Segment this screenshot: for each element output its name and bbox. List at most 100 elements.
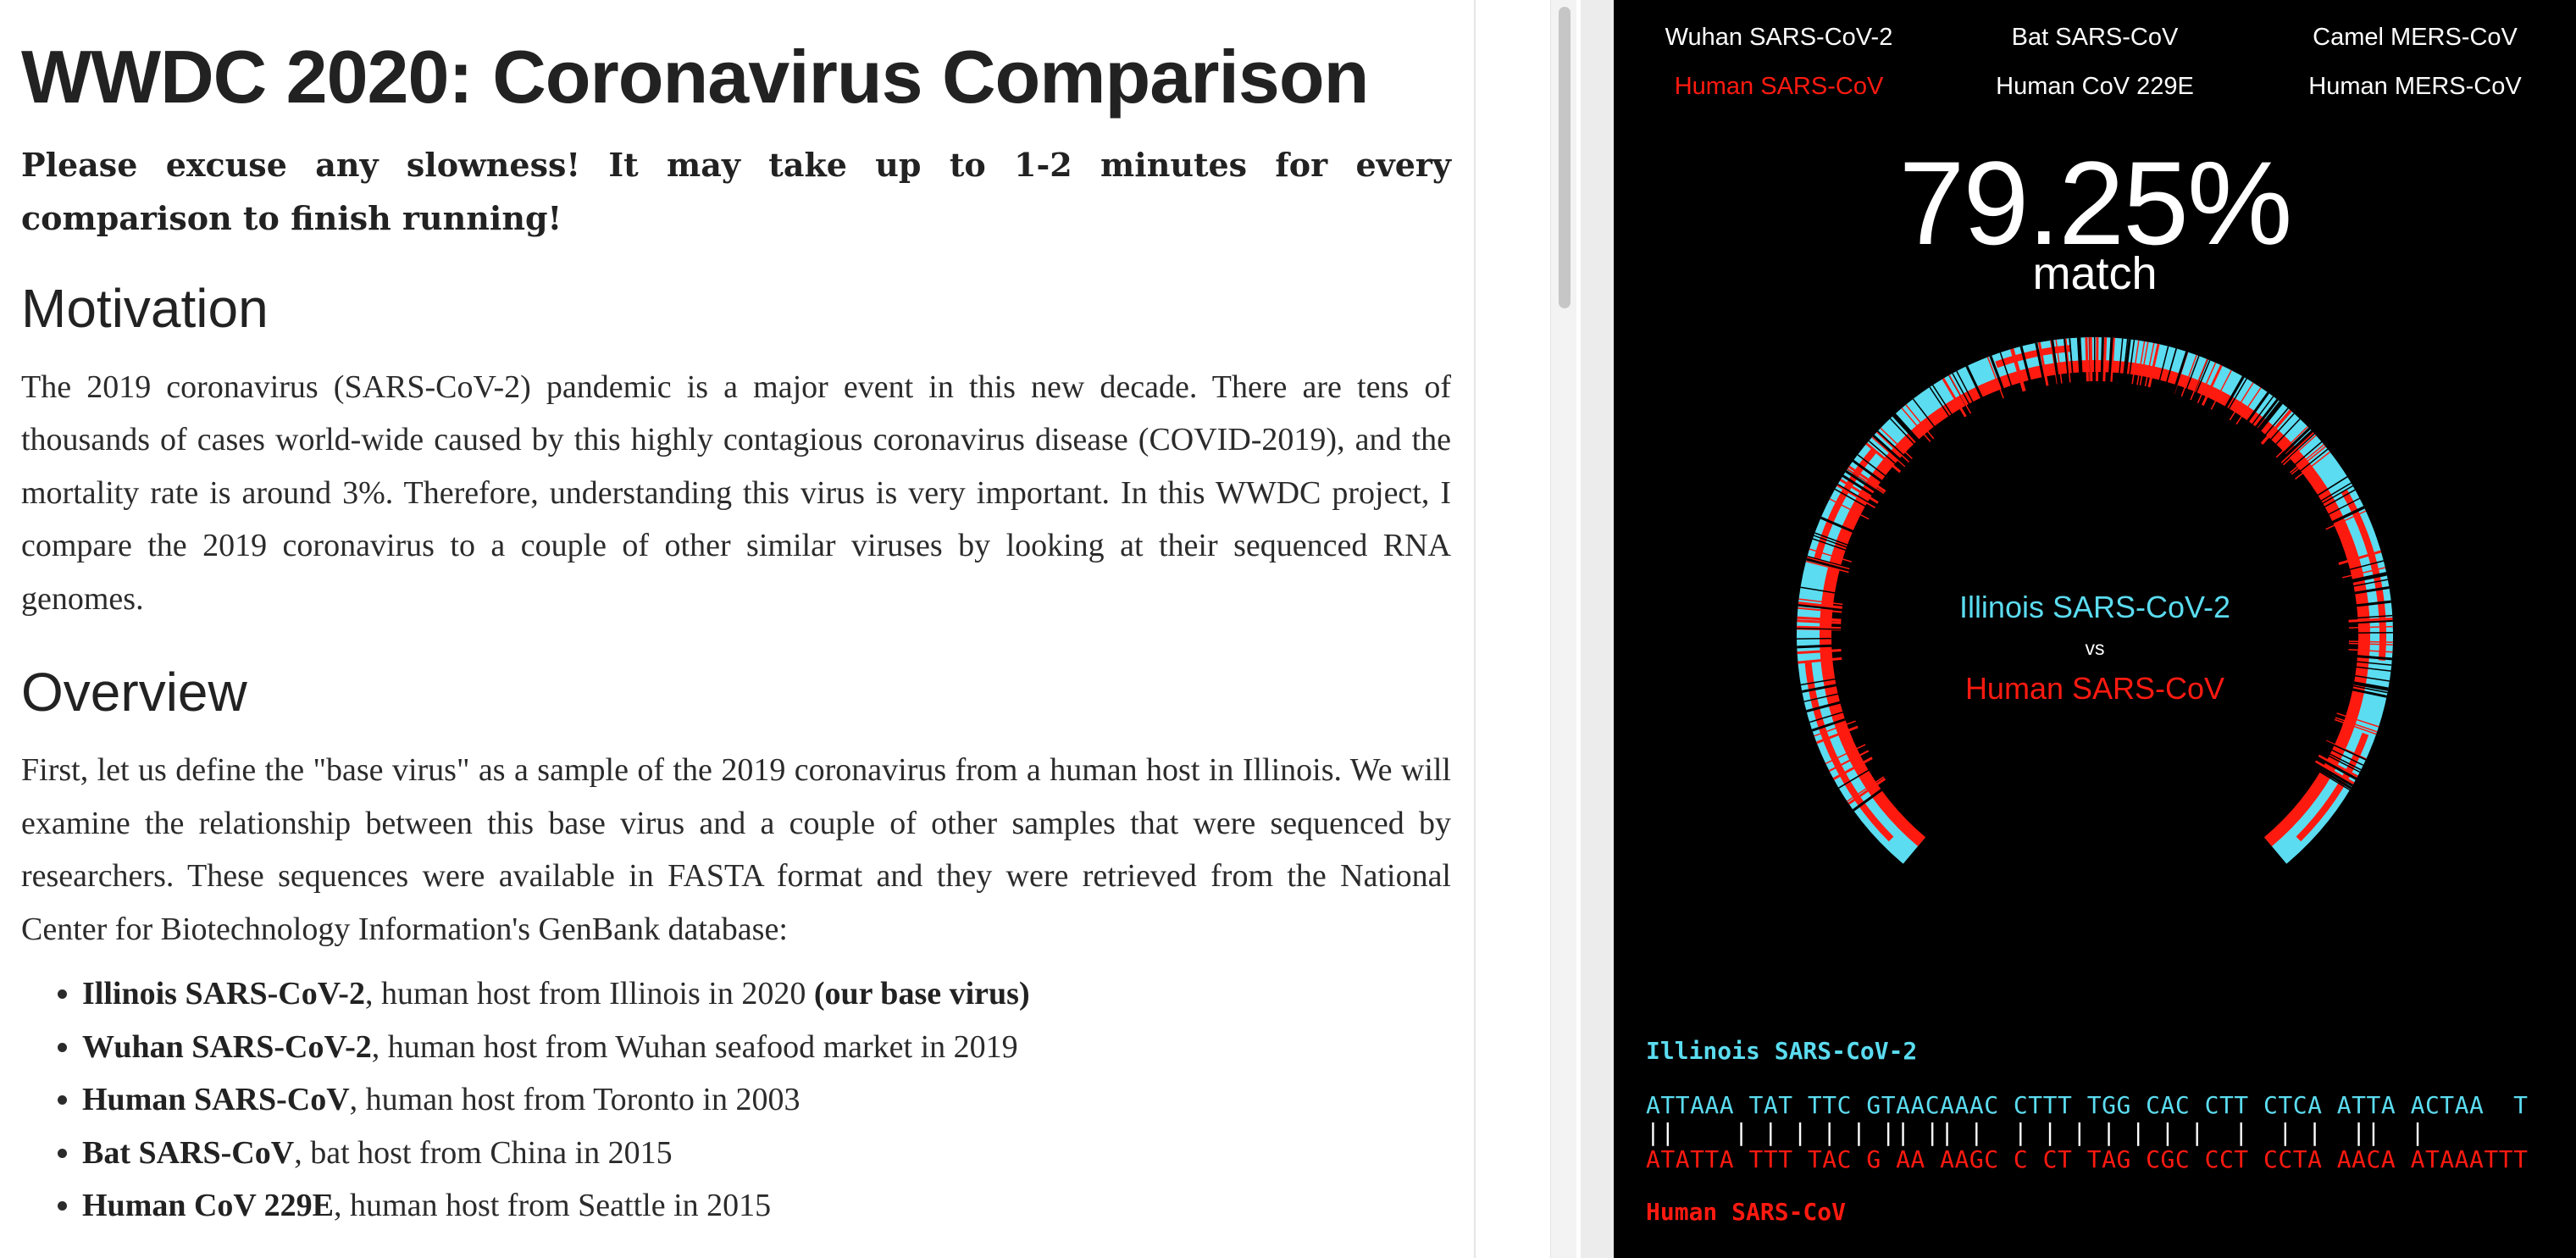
mismatch-tick	[2321, 749, 2362, 771]
mismatch-tick	[2346, 600, 2391, 608]
mismatch-tick	[2346, 673, 2390, 682]
option-bat-sars-cov[interactable]: Bat SARS-CoV	[2011, 24, 2179, 51]
mismatch-tick	[1829, 498, 1870, 520]
mismatch-tick	[1871, 436, 1906, 468]
option-wuhan-sars-cov-2[interactable]: Wuhan SARS-CoV-2	[1665, 24, 1893, 51]
mismatch-tick	[2325, 740, 2367, 761]
mismatch-tick	[2336, 712, 2379, 728]
mismatch-tick	[2180, 354, 2197, 397]
mismatch-tick	[2157, 346, 2169, 390]
mismatch-tick	[1905, 404, 1935, 440]
option-human-mers-cov[interactable]: Human MERS-CoV	[2308, 73, 2522, 100]
mismatch-tick	[2076, 337, 2082, 382]
motivation-heading: Motivation	[21, 278, 269, 340]
mismatch-tick	[2324, 507, 2365, 528]
mismatch-tick	[2295, 451, 2331, 480]
mismatch-tick	[2063, 338, 2069, 383]
mismatch-tick	[2325, 510, 2367, 530]
mismatch-tick	[2281, 433, 2315, 464]
mismatch-tick	[2052, 340, 2060, 385]
mismatch-tick	[1872, 435, 1908, 467]
mismatch-tick	[2348, 614, 2393, 619]
option-human-cov-229e[interactable]: Human CoV 229E	[1996, 73, 2194, 100]
mismatch-tick	[1845, 469, 1884, 497]
mismatch-tick	[2201, 364, 2223, 406]
mismatch-tick	[1806, 698, 1850, 713]
mismatch-tick	[1809, 708, 1853, 723]
mismatch-tick	[1876, 430, 1910, 463]
mismatch-tick	[1852, 459, 1890, 488]
mismatch-tick	[2139, 341, 2149, 385]
mismatch-tick	[2312, 764, 2352, 790]
mismatch-tick	[2276, 427, 2311, 460]
mismatch-tick	[1807, 557, 1850, 570]
mismatch-tick	[1847, 468, 1885, 495]
mismatch-tick	[2314, 485, 2353, 509]
virus-name: Wuhan SARS-CoV-2	[82, 1028, 372, 1065]
mismatch-tick	[2324, 506, 2365, 527]
mismatch-tick	[1893, 413, 1925, 448]
mismatch-tick	[1901, 407, 1931, 442]
mismatch-tick	[2136, 341, 2146, 385]
mismatch-tick	[1811, 715, 1854, 731]
option-camel-mers-cov[interactable]: Camel MERS-CoV	[2313, 24, 2518, 51]
mismatch-tick	[2190, 358, 2208, 401]
mismatch-tick	[2011, 348, 2026, 392]
mismatch-tick	[1857, 454, 1893, 482]
option-human-sars-cov-selected[interactable]: Human SARS-CoV	[1674, 73, 1884, 100]
mismatch-tick	[2069, 338, 2075, 383]
mismatch-tick	[1802, 682, 1846, 693]
mismatch-tick	[2279, 429, 2313, 463]
mismatch-tick	[1853, 783, 1890, 812]
virus-desc: , human host from Seattle in 2015	[334, 1188, 772, 1224]
mismatch-tick	[2343, 686, 2387, 698]
mismatch-tick	[2313, 762, 2353, 787]
mismatch-tick	[2224, 378, 2247, 418]
mismatch-tick	[2344, 579, 2388, 589]
mismatch-tick	[2312, 766, 2351, 791]
alignment-top-sequence: ATTAAA TAT TTC GTAACAAAC CTTT TGG CAC CT…	[1646, 1091, 2529, 1119]
center-compare-virus: Human SARS-CoV	[1964, 671, 2225, 706]
split-view-separator[interactable]	[1581, 0, 1614, 1258]
virus-name: Human CoV 229E	[82, 1188, 335, 1224]
mismatch-tick	[2252, 402, 2283, 439]
mismatch-tick	[2131, 340, 2140, 385]
mismatch-tick	[2019, 346, 2034, 390]
mismatch-tick	[2144, 342, 2155, 387]
mismatch-tick	[2280, 431, 2314, 463]
mismatch-tick	[1848, 778, 1886, 805]
mismatch-tick	[1989, 355, 2008, 398]
mismatch-tick	[2325, 740, 2367, 760]
mismatch-tick	[2314, 760, 2355, 784]
mismatch-tick	[2292, 448, 2329, 478]
mismatch-ticks	[1797, 336, 2393, 812]
mismatch-tick	[2246, 396, 2274, 433]
mismatch-tick	[2335, 717, 2378, 733]
mismatch-tick	[2110, 337, 2115, 382]
mismatch-tick	[1797, 619, 1842, 624]
mismatch-tick	[2241, 391, 2269, 429]
mismatch-tick	[2252, 401, 2282, 438]
mismatch-tick	[2323, 745, 2364, 766]
mismatch-tick	[2313, 482, 2352, 507]
mismatch-tick	[2344, 683, 2388, 694]
mismatch-tick	[2123, 339, 2131, 384]
mismatch-tick	[1820, 516, 1862, 537]
mismatch-tick	[1837, 483, 1876, 507]
virus-name: Bat SARS-CoV	[82, 1134, 295, 1171]
mismatch-tick	[2348, 620, 2393, 624]
mismatch-tick	[1825, 744, 1866, 765]
scrollbar-thumb[interactable]	[1559, 7, 1571, 308]
mismatch-tick	[2035, 342, 2047, 387]
mismatch-tick	[1812, 538, 1855, 554]
mismatch-tick	[2317, 756, 2357, 780]
virus-name: Illinois SARS-CoV-2	[82, 976, 365, 1012]
mismatch-tick	[2334, 718, 2377, 735]
virus-desc: , human host from Illinois in 2020	[364, 976, 814, 1012]
divergence-band	[1813, 447, 1877, 562]
list-item: Bat SARS-CoV, bat host from China in 201…	[82, 1127, 1451, 1180]
mismatch-tick	[2320, 751, 2361, 773]
mismatch-tick	[2055, 339, 2063, 384]
mismatch-tick	[2341, 560, 2385, 573]
mismatch-tick	[2348, 649, 2393, 653]
